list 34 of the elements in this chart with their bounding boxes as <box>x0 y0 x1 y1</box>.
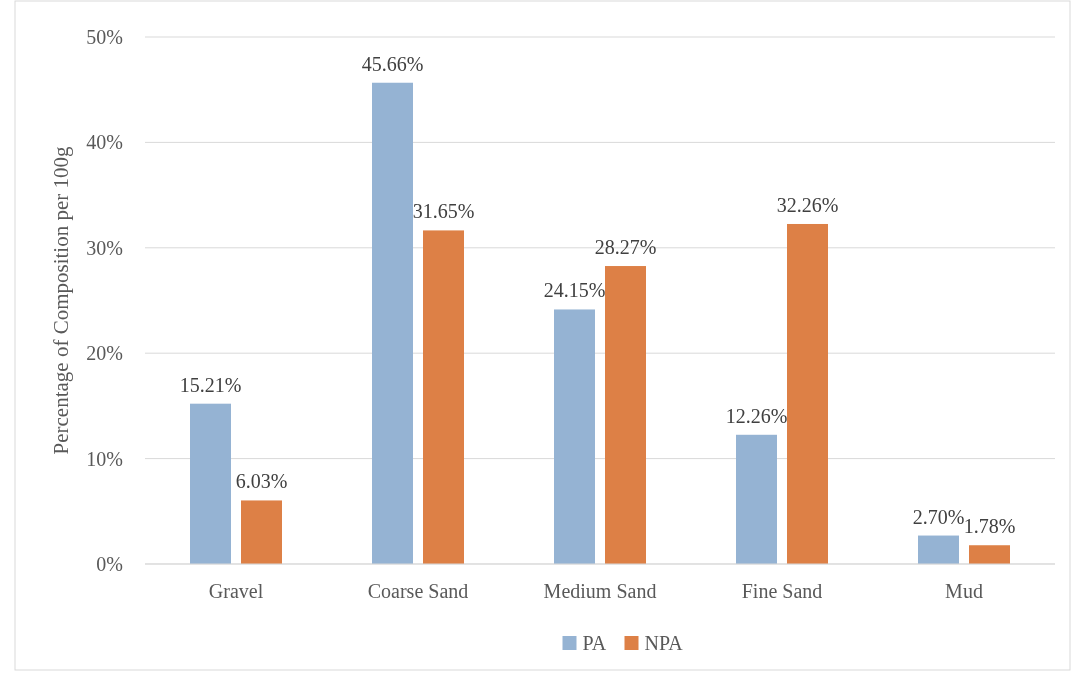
y-tick-label: 10% <box>86 447 123 470</box>
data-label: 45.66% <box>361 52 424 75</box>
x-tick-label: Fine Sand <box>741 580 823 602</box>
bar <box>787 223 828 564</box>
y-axis-title: Percentage of Composition per 100g <box>49 146 73 455</box>
bar <box>554 309 595 564</box>
bar <box>918 535 959 564</box>
x-tick-label: Mud <box>945 580 983 602</box>
data-label: 31.65% <box>412 200 475 223</box>
y-tick-label: 50% <box>86 26 123 48</box>
data-label: 28.27% <box>594 236 657 259</box>
bar <box>736 434 777 564</box>
data-label: 6.03% <box>235 470 288 493</box>
legend-label: NPA <box>644 632 684 654</box>
data-label: 15.21% <box>179 373 242 396</box>
y-tick-label: 0% <box>96 553 123 575</box>
bar <box>190 403 231 564</box>
y-tick-label: 20% <box>86 342 123 365</box>
x-tick-label: Medium Sand <box>543 580 657 602</box>
y-tick-label: 40% <box>86 131 123 154</box>
bar <box>372 82 413 564</box>
bar <box>241 500 282 564</box>
legend-label: PA <box>582 632 607 654</box>
data-label: 12.26% <box>725 404 788 427</box>
bar <box>605 266 646 564</box>
bar <box>423 230 464 564</box>
data-label: 2.70% <box>912 505 965 528</box>
x-tick-label: Gravel <box>208 580 264 602</box>
data-label: 32.26% <box>776 193 839 216</box>
x-tick-label: Coarse Sand <box>367 580 469 602</box>
y-tick-label: 30% <box>86 236 123 259</box>
bar <box>969 545 1010 564</box>
data-label: 24.15% <box>543 279 606 302</box>
data-label: 1.78% <box>963 515 1016 538</box>
